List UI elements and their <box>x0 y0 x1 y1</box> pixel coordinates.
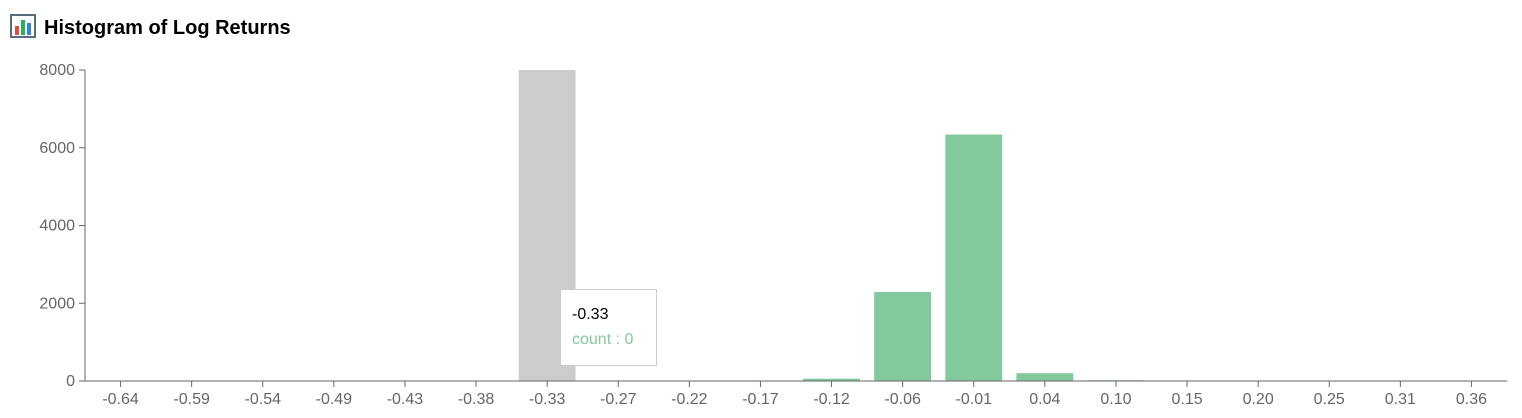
x-tick-label: -0.01 <box>956 391 993 408</box>
y-tick-label: 6000 <box>39 140 75 157</box>
x-tick-label: -0.17 <box>742 391 779 408</box>
histogram-bar[interactable] <box>1016 373 1074 381</box>
x-tick-label: 0.15 <box>1171 391 1202 408</box>
histogram-bar[interactable] <box>874 291 932 381</box>
y-tick-label: 0 <box>66 373 75 390</box>
y-tick-label: 8000 <box>39 62 75 79</box>
histogram-bar[interactable] <box>803 378 860 381</box>
x-tick-label: -0.12 <box>813 391 850 408</box>
chart-tooltip: -0.33 count : 0 <box>560 289 657 366</box>
x-tick-label: 0.04 <box>1029 391 1060 408</box>
y-tick-label: 4000 <box>39 218 75 235</box>
x-tick-label: 0.10 <box>1100 391 1131 408</box>
bars-layer <box>92 134 1500 381</box>
x-tick-label: -0.64 <box>102 391 139 408</box>
x-tick-label: 0.20 <box>1243 391 1274 408</box>
chart-header: Histogram of Log Returns <box>10 14 291 43</box>
x-tick-label: 0.31 <box>1385 391 1416 408</box>
tooltip-item: count : 0 <box>572 331 634 348</box>
tooltip-label: -0.33 <box>572 306 609 323</box>
x-tick-label: -0.06 <box>884 391 921 408</box>
x-tick-label: -0.43 <box>387 391 424 408</box>
x-tick-label: -0.49 <box>316 391 353 408</box>
x-axis: -0.64 -0.59 -0.54 -0.49 -0.43 -0.38 -0.33 -0.27… <box>85 380 1507 408</box>
x-tick-label: 0.36 <box>1456 391 1487 408</box>
x-tick-label: -0.22 <box>671 391 708 408</box>
histogram-bar[interactable] <box>945 134 1003 381</box>
x-tick-label: -0.59 <box>173 391 210 408</box>
y-tick-label: 2000 <box>39 295 75 312</box>
bar-chart-icon <box>10 14 36 43</box>
x-tick-label: -0.38 <box>458 391 495 408</box>
x-tick-label: -0.54 <box>245 391 282 408</box>
x-tick-label: 0.25 <box>1314 391 1345 408</box>
chart-title: Histogram of Log Returns <box>44 17 291 39</box>
x-tick-label: -0.27 <box>600 391 637 408</box>
y-axis: 0 2000 4000 6000 8000 <box>39 62 86 390</box>
x-tick-label: -0.33 <box>529 391 566 408</box>
